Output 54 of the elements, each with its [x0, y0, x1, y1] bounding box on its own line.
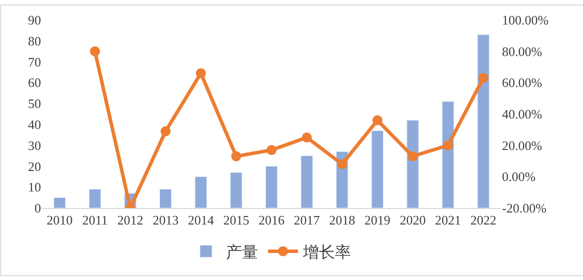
x-tick-label: 2011 — [82, 212, 108, 228]
bar — [88, 188, 102, 208]
bar — [160, 188, 172, 208]
y-tick-label: 90 — [28, 12, 41, 28]
y2-tick-label: 0.00% — [502, 169, 536, 184]
y2-tick-label: 60.00% — [502, 75, 542, 90]
y2-tick-label: 100.00% — [502, 12, 549, 28]
bar — [300, 156, 313, 208]
x-tick-label: 2019 — [364, 212, 390, 228]
bar — [265, 166, 278, 208]
point — [231, 151, 242, 162]
y-tick-label: 50 — [28, 96, 41, 112]
bar — [194, 176, 207, 208]
point — [443, 140, 454, 150]
point — [90, 46, 100, 56]
x-tick-label: 2020 — [400, 212, 426, 228]
y-tick-label: 40 — [28, 116, 41, 132]
x-tick-label: 2016 — [258, 212, 285, 228]
y2-tick-label: 20.00% — [502, 138, 542, 153]
bar — [371, 130, 384, 208]
bar — [406, 120, 419, 208]
x-tick-label: 2013 — [152, 212, 179, 228]
bar — [54, 197, 66, 208]
point — [196, 68, 206, 78]
bar — [477, 34, 490, 208]
point — [266, 145, 276, 156]
y-tick-label: 80 — [28, 33, 41, 48]
x-tick-label: 2017 — [294, 212, 320, 228]
x-tick-label: 2014 — [188, 212, 214, 228]
point — [160, 126, 171, 136]
y-tick-label: 20 — [28, 158, 41, 174]
y-tick-label: 0 — [34, 200, 41, 216]
legend-label: 产量 — [226, 243, 258, 262]
x-tick-label: 2021 — [435, 212, 462, 228]
bar — [230, 172, 242, 208]
x-tick-label: 2015 — [223, 212, 250, 228]
y2-tick-label: 40.00% — [502, 106, 542, 122]
y-tick-label: 30 — [28, 138, 41, 153]
y-tick-label: 70 — [28, 54, 41, 70]
point — [372, 115, 382, 126]
x-tick-label: 2022 — [470, 212, 496, 228]
y2-tick-label: -20.00% — [502, 200, 547, 216]
point — [302, 132, 312, 142]
point — [408, 151, 418, 162]
x-tick-label: 2018 — [329, 212, 356, 228]
x-tick-label: 2012 — [117, 212, 144, 228]
x-tick-label: 2010 — [46, 212, 73, 228]
y2-tick-label: 80.00% — [502, 44, 542, 59]
y-tick-label: 10 — [28, 180, 41, 195]
y-tick-label: 60 — [28, 75, 41, 90]
legend-label: 增长率 — [302, 243, 351, 262]
bar — [442, 101, 454, 208]
point — [337, 159, 348, 170]
point — [478, 72, 488, 83]
